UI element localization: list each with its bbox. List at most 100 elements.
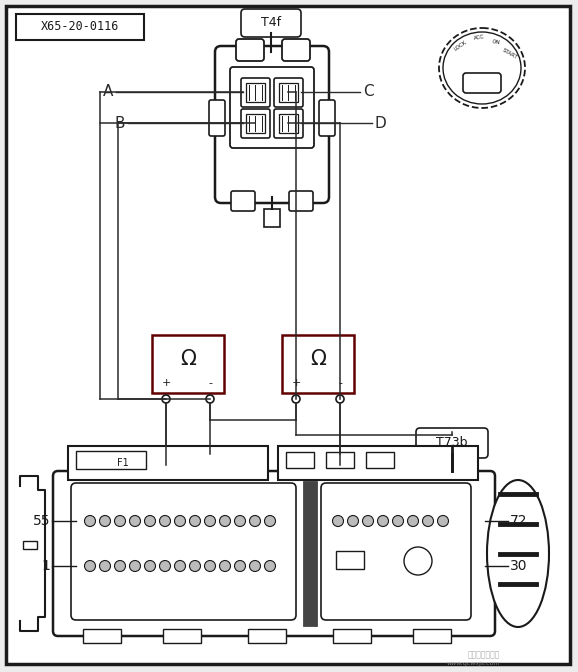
Bar (76, 451, 146, 469)
Bar (16, 14, 144, 40)
Bar (246, 83, 265, 102)
Text: T4f: T4f (261, 17, 281, 30)
Circle shape (206, 395, 214, 403)
Circle shape (129, 515, 140, 526)
Circle shape (114, 515, 125, 526)
Circle shape (190, 515, 201, 526)
Circle shape (220, 560, 231, 571)
Bar (279, 83, 298, 102)
Circle shape (129, 560, 140, 571)
Bar (366, 452, 394, 468)
Text: 汽车维修技术网: 汽车维修技术网 (468, 650, 500, 659)
FancyBboxPatch shape (274, 109, 303, 138)
FancyBboxPatch shape (231, 191, 255, 211)
Text: 55: 55 (32, 514, 50, 528)
Bar (246, 114, 265, 133)
Circle shape (84, 515, 95, 526)
FancyBboxPatch shape (282, 39, 310, 61)
Circle shape (438, 515, 449, 526)
Circle shape (404, 547, 432, 575)
Circle shape (336, 395, 344, 403)
Circle shape (99, 515, 110, 526)
FancyBboxPatch shape (215, 46, 329, 203)
FancyBboxPatch shape (319, 100, 335, 136)
Circle shape (84, 560, 95, 571)
Text: 1: 1 (41, 559, 50, 573)
Circle shape (407, 515, 418, 526)
Bar (413, 629, 451, 643)
Circle shape (250, 560, 261, 571)
FancyBboxPatch shape (53, 471, 495, 636)
Text: ACC: ACC (473, 34, 485, 42)
Bar (83, 629, 121, 643)
Circle shape (144, 560, 155, 571)
Bar (333, 629, 371, 643)
Circle shape (144, 515, 155, 526)
Bar (248, 629, 286, 643)
Circle shape (162, 395, 170, 403)
FancyBboxPatch shape (321, 483, 471, 620)
Bar (282, 335, 354, 393)
Text: START: START (502, 48, 518, 60)
Circle shape (190, 560, 201, 571)
Text: D: D (374, 116, 386, 130)
Bar (264, 209, 280, 227)
Circle shape (423, 515, 434, 526)
Text: 30: 30 (510, 559, 528, 573)
Circle shape (114, 560, 125, 571)
Text: Ω: Ω (180, 349, 196, 369)
FancyBboxPatch shape (236, 39, 264, 61)
Text: www.qcwxjs.com: www.qcwxjs.com (446, 661, 500, 665)
Text: LOCK: LOCK (453, 40, 467, 52)
Text: X65-20-0116: X65-20-0116 (41, 21, 119, 34)
FancyBboxPatch shape (209, 100, 225, 136)
Text: B: B (115, 116, 125, 130)
FancyBboxPatch shape (241, 109, 270, 138)
Circle shape (332, 515, 343, 526)
Text: Ω: Ω (310, 349, 326, 369)
FancyBboxPatch shape (416, 428, 488, 458)
Bar (23, 541, 37, 549)
Text: +: + (161, 378, 171, 388)
FancyBboxPatch shape (241, 78, 270, 107)
Bar (152, 335, 224, 393)
FancyBboxPatch shape (289, 191, 313, 211)
Circle shape (292, 395, 300, 403)
Text: +: + (291, 378, 301, 388)
Bar (68, 446, 268, 480)
Text: A: A (103, 85, 113, 99)
Circle shape (250, 515, 261, 526)
Bar (278, 446, 478, 480)
Text: ON: ON (491, 39, 501, 45)
Bar (163, 629, 201, 643)
Text: T73b: T73b (436, 437, 468, 450)
Circle shape (160, 560, 171, 571)
Bar (336, 551, 364, 569)
Bar (326, 452, 354, 468)
FancyBboxPatch shape (71, 483, 296, 620)
Circle shape (235, 560, 246, 571)
FancyBboxPatch shape (463, 73, 501, 93)
Text: C: C (362, 85, 373, 99)
Ellipse shape (443, 32, 521, 104)
Bar (303, 481, 317, 626)
Circle shape (377, 515, 388, 526)
Text: 72: 72 (510, 514, 528, 528)
Bar (286, 452, 314, 468)
Text: -: - (208, 378, 212, 388)
Circle shape (175, 560, 186, 571)
Bar (279, 114, 298, 133)
Ellipse shape (487, 480, 549, 627)
Circle shape (220, 515, 231, 526)
Ellipse shape (439, 28, 525, 108)
Circle shape (347, 515, 358, 526)
FancyBboxPatch shape (230, 67, 314, 148)
Circle shape (392, 515, 403, 526)
Circle shape (160, 515, 171, 526)
FancyBboxPatch shape (274, 78, 303, 107)
Circle shape (205, 515, 216, 526)
Text: F1: F1 (117, 458, 129, 468)
Circle shape (99, 560, 110, 571)
Circle shape (205, 560, 216, 571)
Circle shape (265, 560, 276, 571)
